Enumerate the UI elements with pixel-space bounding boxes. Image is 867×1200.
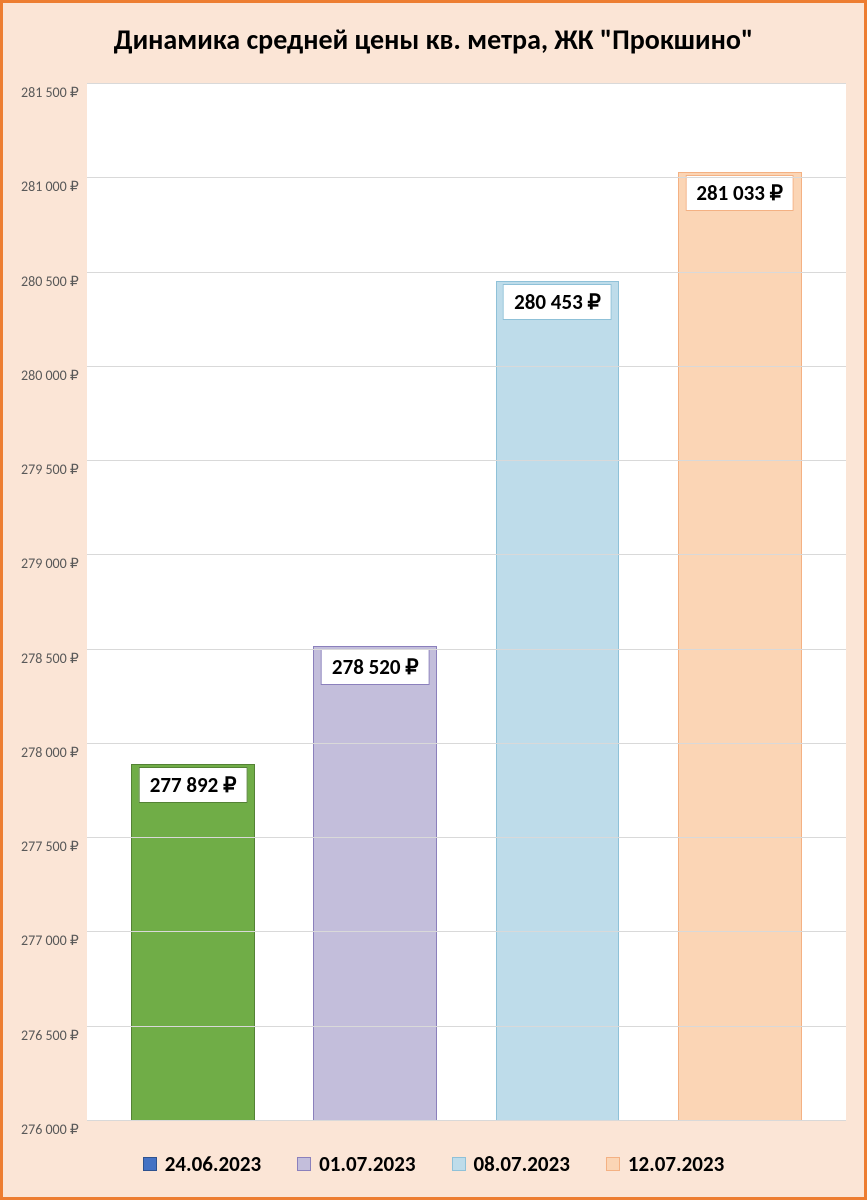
legend-label: 01.07.2023 <box>319 1151 415 1177</box>
bar: 277 892 ₽ <box>131 764 255 1121</box>
gridline <box>87 272 846 273</box>
bar-value-label: 280 453 ₽ <box>503 284 612 320</box>
legend-swatch <box>606 1157 620 1171</box>
legend-item: 12.07.2023 <box>606 1151 724 1177</box>
gridline <box>87 837 846 838</box>
gridline <box>87 366 846 367</box>
gridline <box>87 177 846 178</box>
bar-value-label: 278 520 ₽ <box>321 649 430 685</box>
legend-label: 12.07.2023 <box>628 1151 724 1177</box>
gridline <box>87 554 846 555</box>
gridline <box>87 1026 846 1027</box>
chart-title: Динамика средней цены кв. метра, ЖК "Про… <box>21 23 846 56</box>
legend: 24.06.2023 01.07.2023 08.07.2023 12.07.2023 <box>21 1151 846 1177</box>
plot-area: 277 892 ₽ 278 520 ₽ 280 453 ₽ 281 033 ₽ <box>87 84 846 1121</box>
legend-item: 08.07.2023 <box>452 1151 570 1177</box>
legend-item: 01.07.2023 <box>297 1151 415 1177</box>
gridline <box>87 460 846 461</box>
bars-layer: 277 892 ₽ 278 520 ₽ 280 453 ₽ 281 033 ₽ <box>87 84 846 1121</box>
bar: 280 453 ₽ <box>496 281 620 1121</box>
legend-swatch <box>143 1157 157 1171</box>
legend-item: 24.06.2023 <box>143 1151 261 1177</box>
bar-value-label: 277 892 ₽ <box>139 767 248 803</box>
chart-frame: Динамика средней цены кв. метра, ЖК "Про… <box>0 0 867 1200</box>
y-axis: 276 000 ₽276 500 ₽277 000 ₽277 500 ₽278 … <box>21 84 87 1121</box>
bar: 281 033 ₽ <box>678 172 802 1121</box>
bar-value-label: 281 033 ₽ <box>685 175 794 211</box>
gridline <box>87 931 846 932</box>
bar: 278 520 ₽ <box>313 646 437 1121</box>
gridline <box>87 1120 846 1121</box>
legend-swatch <box>452 1157 466 1171</box>
legend-label: 08.07.2023 <box>474 1151 570 1177</box>
legend-label: 24.06.2023 <box>165 1151 261 1177</box>
gridline <box>87 743 846 744</box>
legend-swatch <box>297 1157 311 1171</box>
gridline <box>87 83 846 84</box>
gridline <box>87 649 846 650</box>
plot-wrap: 276 000 ₽276 500 ₽277 000 ₽277 500 ₽278 … <box>21 84 846 1121</box>
